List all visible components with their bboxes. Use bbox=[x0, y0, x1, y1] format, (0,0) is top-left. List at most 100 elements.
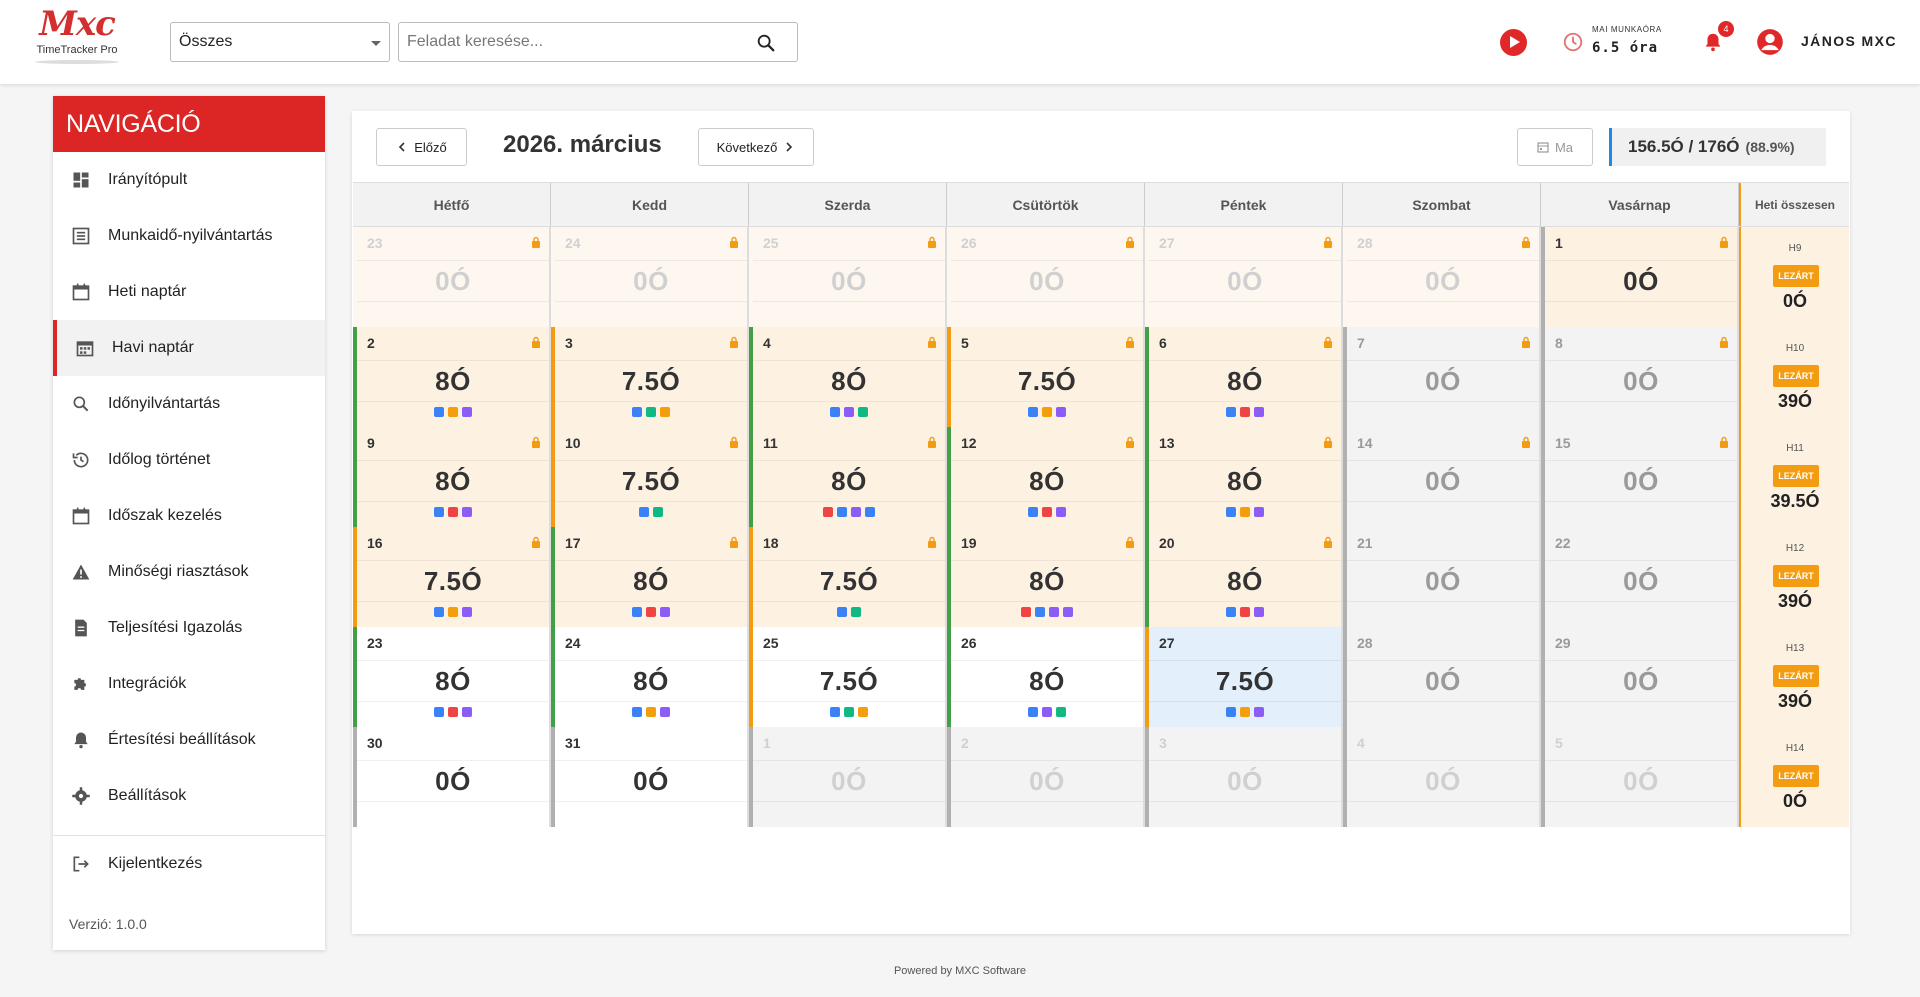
sidebar-item-7[interactable]: Időszak kezelés bbox=[53, 488, 325, 544]
sidebar-item-8[interactable]: Minőségi riasztások bbox=[53, 544, 325, 600]
lock-icon bbox=[1324, 536, 1332, 548]
calendar-day-cell[interactable]: 22 0Ó bbox=[1541, 527, 1739, 627]
calendar-day-cell[interactable]: 25 0Ó bbox=[749, 227, 947, 327]
sidebar-item-12[interactable]: Beállítások bbox=[53, 768, 325, 824]
calendar-day-cell[interactable]: 2 0Ó bbox=[947, 727, 1145, 827]
calendar-day-cell[interactable]: 9 8Ó bbox=[353, 427, 551, 527]
task-dot bbox=[1028, 707, 1038, 717]
calendar-body: 23 0Ó 24 0Ó 25 0Ó 26 0Ó 27 0Ó 28 0Ó 1 0Ó H9 LEZÁRT 0Ó 2 8Ó… bbox=[353, 227, 1849, 827]
calendar-day-cell[interactable]: 2 8Ó bbox=[353, 327, 551, 427]
start-timer-button[interactable] bbox=[1500, 29, 1527, 56]
calendar-day-cell[interactable]: 19 8Ó bbox=[947, 527, 1145, 627]
user-circle-icon[interactable] bbox=[1756, 28, 1784, 56]
calendar-day-cell[interactable]: 14 0Ó bbox=[1343, 427, 1541, 527]
sidebar-item-5[interactable]: Időnyilvántartás bbox=[53, 376, 325, 432]
sidebar-item-1[interactable]: Irányítópult bbox=[53, 152, 325, 208]
week-total-hours: 39Ó bbox=[1777, 391, 1813, 411]
prev-month-button[interactable]: Előző bbox=[376, 128, 467, 166]
lock-icon bbox=[928, 536, 936, 548]
calendar-day-cell[interactable]: 28 0Ó bbox=[1343, 627, 1541, 727]
sidebar-item-2[interactable]: Munkaidő-nyilvántartás bbox=[53, 208, 325, 264]
app-logo[interactable]: Mxc TimeTracker Pro bbox=[26, 4, 128, 78]
calendar-day-cell[interactable]: 29 0Ó bbox=[1541, 627, 1739, 727]
task-search[interactable] bbox=[398, 22, 798, 62]
search-icon[interactable] bbox=[755, 32, 777, 54]
calendar-day-cell[interactable]: 3 7.5Ó bbox=[551, 327, 749, 427]
task-dot bbox=[448, 707, 458, 717]
sidebar-item-10[interactable]: Integrációk bbox=[53, 656, 325, 712]
day-number: 30 bbox=[367, 735, 383, 751]
bell-icon[interactable] bbox=[1702, 30, 1724, 54]
task-dot bbox=[1042, 707, 1052, 717]
calendar-day-cell[interactable]: 26 0Ó bbox=[947, 227, 1145, 327]
sidebar-item-3[interactable]: Heti naptár bbox=[53, 264, 325, 320]
sidebar-item-9[interactable]: Teljesítési Igazolás bbox=[53, 600, 325, 656]
calendar-day-cell[interactable]: 5 0Ó bbox=[1541, 727, 1739, 827]
day-hours: 0Ó bbox=[357, 760, 549, 802]
calendar-day-cell[interactable]: 21 0Ó bbox=[1343, 527, 1541, 627]
task-dot bbox=[434, 707, 444, 717]
task-color-dots bbox=[357, 707, 549, 717]
week-status-badge: LEZÁRT bbox=[1773, 665, 1819, 687]
task-dot bbox=[1240, 607, 1250, 617]
calendar-day-cell[interactable]: 20 8Ó bbox=[1145, 527, 1343, 627]
calendar-day-cell[interactable]: 4 8Ó bbox=[749, 327, 947, 427]
calendar-day-cell[interactable]: 12 8Ó bbox=[947, 427, 1145, 527]
calendar-day-cell[interactable]: 6 8Ó bbox=[1145, 327, 1343, 427]
calendar-day-cell[interactable]: 8 0Ó bbox=[1541, 327, 1739, 427]
calendar-day-cell[interactable]: 23 0Ó bbox=[353, 227, 551, 327]
chevron-down-icon bbox=[371, 41, 381, 46]
monthly-hours: 156.5Ó / 176Ó bbox=[1628, 137, 1740, 156]
week-total-hours: 0Ó bbox=[1782, 791, 1807, 811]
calendar-day-cell[interactable]: 24 8Ó bbox=[551, 627, 749, 727]
task-dot bbox=[1240, 407, 1250, 417]
calendar-day-cell[interactable]: 26 8Ó bbox=[947, 627, 1145, 727]
task-color-dots bbox=[753, 507, 945, 517]
today-button[interactable]: Ma bbox=[1517, 128, 1593, 166]
day-hours: 8Ó bbox=[753, 360, 945, 402]
calendar-day-cell[interactable]: 1 0Ó bbox=[749, 727, 947, 827]
calendar-day-cell[interactable]: 28 0Ó bbox=[1343, 227, 1541, 327]
calendar-day-cell[interactable]: 25 7.5Ó bbox=[749, 627, 947, 727]
sidebar-item-11[interactable]: Értesítési beállítások bbox=[53, 712, 325, 768]
calendar-day-cell[interactable]: 10 7.5Ó bbox=[551, 427, 749, 527]
warning-icon bbox=[72, 564, 90, 580]
next-month-button[interactable]: Következő bbox=[698, 128, 814, 166]
month-title: 2026. március bbox=[503, 131, 662, 158]
calendar-day-cell[interactable]: 17 8Ó bbox=[551, 527, 749, 627]
calendar-day-cell[interactable]: 24 0Ó bbox=[551, 227, 749, 327]
calendar-day-cell[interactable]: 7 0Ó bbox=[1343, 327, 1541, 427]
prev-month-label: Előző bbox=[414, 139, 447, 155]
week-total-hours: 39Ó bbox=[1777, 691, 1813, 711]
calendar-day-cell[interactable]: 4 0Ó bbox=[1343, 727, 1541, 827]
calendar-day-cell[interactable]: 23 8Ó bbox=[353, 627, 551, 727]
day-number: 1 bbox=[1555, 235, 1563, 251]
day-hours: 0Ó bbox=[1545, 460, 1737, 502]
task-search-input[interactable] bbox=[399, 23, 739, 61]
sidebar-item-label: Munkaidő-nyilvántartás bbox=[108, 227, 273, 244]
calendar-day-cell[interactable]: 18 7.5Ó bbox=[749, 527, 947, 627]
user-name[interactable]: JÁNOS MXC bbox=[1801, 33, 1897, 49]
day-hours: 0Ó bbox=[1149, 760, 1341, 802]
sidebar-item-6[interactable]: Időlog történet bbox=[53, 432, 325, 488]
project-filter-select[interactable]: Összes bbox=[170, 22, 390, 62]
calendar-day-cell[interactable]: 27 0Ó bbox=[1145, 227, 1343, 327]
logout-button[interactable]: Kijelentkezés bbox=[53, 836, 325, 892]
calendar-day-cell[interactable]: 27 7.5Ó bbox=[1145, 627, 1343, 727]
sidebar-item-4[interactable]: Havi naptár bbox=[53, 320, 325, 376]
list-icon bbox=[72, 227, 90, 245]
task-color-dots bbox=[951, 507, 1143, 517]
calendar-day-cell[interactable]: 13 8Ó bbox=[1145, 427, 1343, 527]
day-number: 25 bbox=[763, 235, 779, 251]
calendar-day-cell[interactable]: 31 0Ó bbox=[551, 727, 749, 827]
calendar-day-cell[interactable]: 3 0Ó bbox=[1145, 727, 1343, 827]
calendar-day-cell[interactable]: 15 0Ó bbox=[1541, 427, 1739, 527]
next-month-label: Következő bbox=[716, 139, 778, 155]
calendar-day-cell[interactable]: 11 8Ó bbox=[749, 427, 947, 527]
calendar-day-cell[interactable]: 30 0Ó bbox=[353, 727, 551, 827]
task-dot bbox=[1226, 607, 1236, 617]
calendar-day-cell[interactable]: 1 0Ó bbox=[1541, 227, 1739, 327]
calendar-day-cell[interactable]: 16 7.5Ó bbox=[353, 527, 551, 627]
calendar-day-cell[interactable]: 5 7.5Ó bbox=[947, 327, 1145, 427]
task-color-dots bbox=[753, 707, 945, 717]
